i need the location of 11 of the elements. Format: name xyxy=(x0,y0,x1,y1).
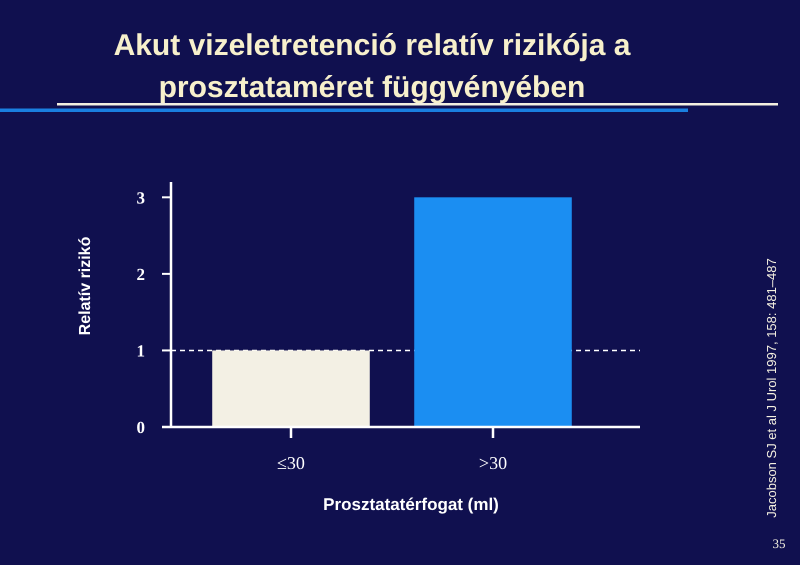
x-tick-label: ≤30 xyxy=(277,453,305,473)
text: Jacobson SJ et al J Urol 1997, 158: 481–487 xyxy=(764,258,779,518)
y-tick-label: 0 xyxy=(136,418,145,437)
y-tick-label: 2 xyxy=(136,264,145,284)
y-tick-label: 1 xyxy=(136,341,145,360)
y-axis-title: Relatív rizikó xyxy=(77,236,94,336)
y-tick-label: 3 xyxy=(136,188,145,208)
x-axis-title: Prosztatatérfogat (ml) xyxy=(323,495,499,514)
chart-title: Akut vizeletretenció relatív rizikója a prosztataméret függvényében xyxy=(114,29,631,104)
x-tick-label: >30 xyxy=(478,453,508,473)
text: 35 xyxy=(772,536,786,551)
